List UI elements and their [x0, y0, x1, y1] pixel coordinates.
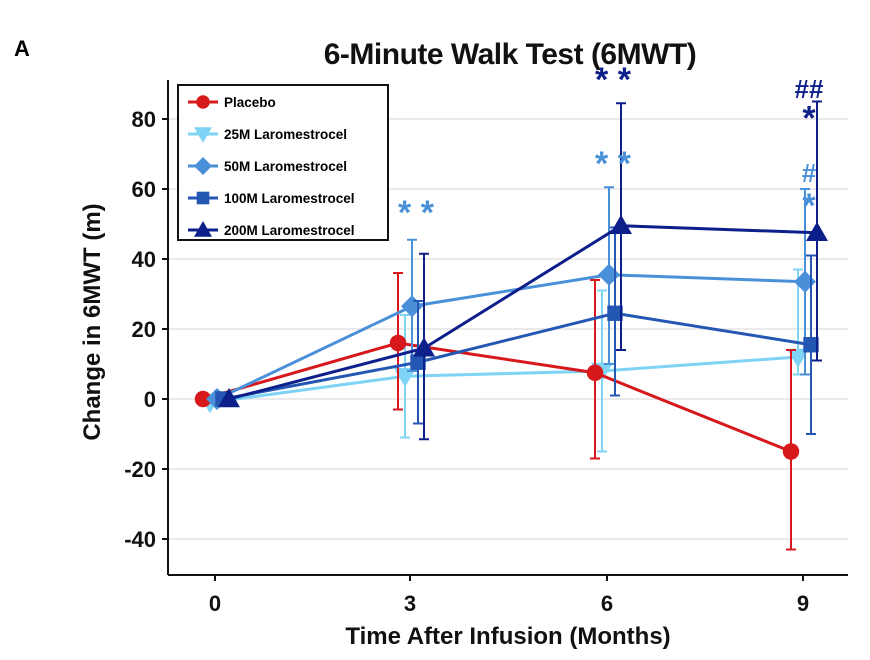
data-point	[218, 388, 240, 408]
x-tick-label: 6	[601, 591, 613, 616]
chart-title: 6-Minute Walk Test (6MWT)	[323, 38, 697, 71]
series-placebo	[194, 272, 800, 551]
x-tick-label: 9	[797, 591, 809, 616]
y-tick-label: 40	[132, 247, 156, 272]
y-tick-label: 80	[132, 107, 156, 132]
legend-entry: 100M Laromestrocel	[188, 191, 355, 206]
legend-entry: 200M Laromestrocel	[188, 221, 355, 238]
panel-label: A	[14, 36, 30, 61]
legend-label: 25M Laromestrocel	[224, 127, 347, 142]
x-axis-title: Time After Infusion (Months)	[345, 623, 670, 650]
legend-box	[177, 84, 389, 241]
ticks: 80 60 40 20 0 -20 -40 0 3 6 9	[124, 107, 809, 616]
data-point	[598, 263, 620, 286]
annotation-label: ##	[795, 74, 824, 104]
series-line	[228, 224, 818, 401]
legend-marker	[196, 191, 210, 205]
data-point	[194, 390, 212, 408]
annotation-label: * *	[595, 61, 632, 99]
legend: Placebo 25M Laromestrocel 50M Laromestroce…	[177, 84, 389, 241]
annotation-label: * *	[595, 145, 632, 183]
significance-annotations: * ** ** *#*##*	[398, 61, 824, 232]
data-point	[782, 443, 800, 460]
annotation-label: *	[802, 187, 816, 225]
y-tick-label: 20	[132, 317, 156, 342]
legend-entry: 50M Laromestrocel	[188, 157, 347, 175]
legend-marker	[194, 157, 212, 175]
annotation-label: * *	[398, 194, 435, 232]
legend-marker	[196, 95, 210, 109]
data-point	[401, 295, 423, 318]
legend-label: 50M Laromestrocel	[224, 159, 347, 174]
legend-entry: Placebo	[188, 95, 276, 110]
axes	[167, 80, 848, 576]
legend-marker	[194, 127, 212, 143]
y-axis-title: Change in 6MWT (m)	[79, 203, 106, 440]
y-tick-label: 60	[132, 177, 156, 202]
legend-marker	[194, 221, 212, 237]
data-point	[586, 364, 604, 381]
x-tick-label: 0	[209, 591, 221, 616]
data-point	[607, 305, 623, 321]
legend-label: 200M Laromestrocel	[224, 223, 355, 238]
y-tick-label: -40	[124, 527, 156, 552]
data-point	[610, 214, 632, 234]
series	[194, 100, 828, 551]
series-line	[216, 273, 806, 401]
legend-label: 100M Laromestrocel	[224, 191, 355, 206]
x-tick-label: 3	[404, 591, 416, 616]
data-point	[389, 334, 407, 352]
annotation-label: *	[802, 100, 816, 138]
data-point	[413, 337, 435, 357]
series-line	[222, 311, 812, 401]
data-point	[394, 368, 416, 388]
grid-lines	[168, 118, 848, 540]
y-tick-label: 0	[144, 387, 156, 412]
series-line	[209, 355, 799, 404]
data-point	[787, 348, 809, 368]
data-point	[410, 354, 426, 370]
y-tick-label: -20	[124, 457, 156, 482]
data-point	[803, 337, 819, 353]
annotation-label: #	[802, 158, 817, 188]
series-200m-laromestrocel	[218, 100, 828, 441]
legend-label: Placebo	[224, 95, 276, 110]
series-line	[202, 341, 792, 453]
data-point	[806, 221, 828, 241]
legend-entry: 25M Laromestrocel	[188, 127, 347, 143]
